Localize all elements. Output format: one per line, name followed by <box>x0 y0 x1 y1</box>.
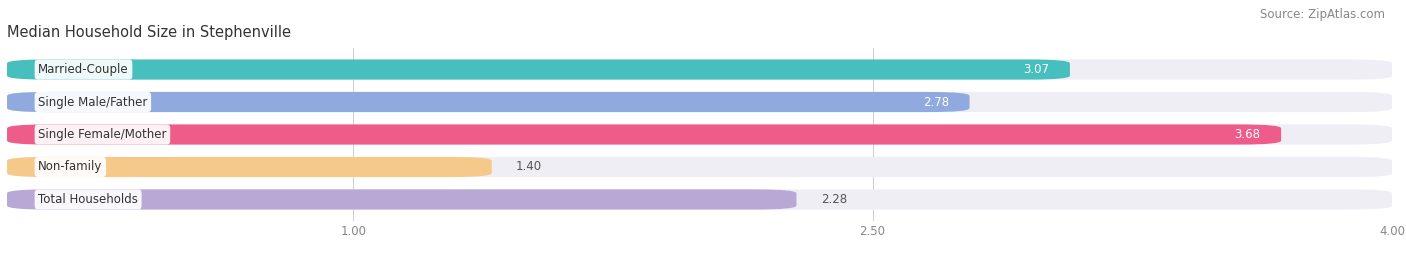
Text: 2.28: 2.28 <box>821 193 846 206</box>
Text: 1.40: 1.40 <box>516 161 543 174</box>
FancyBboxPatch shape <box>7 92 1392 112</box>
Text: Total Households: Total Households <box>38 193 138 206</box>
Text: 3.07: 3.07 <box>1024 63 1049 76</box>
FancyBboxPatch shape <box>7 189 1392 210</box>
Text: Median Household Size in Stephenville: Median Household Size in Stephenville <box>7 25 291 40</box>
FancyBboxPatch shape <box>7 189 796 210</box>
FancyBboxPatch shape <box>7 157 492 177</box>
Text: Non-family: Non-family <box>38 161 103 174</box>
Text: Married-Couple: Married-Couple <box>38 63 129 76</box>
FancyBboxPatch shape <box>7 125 1392 144</box>
Text: Single Male/Father: Single Male/Father <box>38 95 148 108</box>
FancyBboxPatch shape <box>7 125 1281 144</box>
Text: Source: ZipAtlas.com: Source: ZipAtlas.com <box>1260 8 1385 21</box>
FancyBboxPatch shape <box>7 59 1392 80</box>
FancyBboxPatch shape <box>7 59 1070 80</box>
FancyBboxPatch shape <box>7 157 1392 177</box>
Text: Single Female/Mother: Single Female/Mother <box>38 128 167 141</box>
Text: 2.78: 2.78 <box>922 95 949 108</box>
Text: 3.68: 3.68 <box>1234 128 1260 141</box>
FancyBboxPatch shape <box>7 92 970 112</box>
